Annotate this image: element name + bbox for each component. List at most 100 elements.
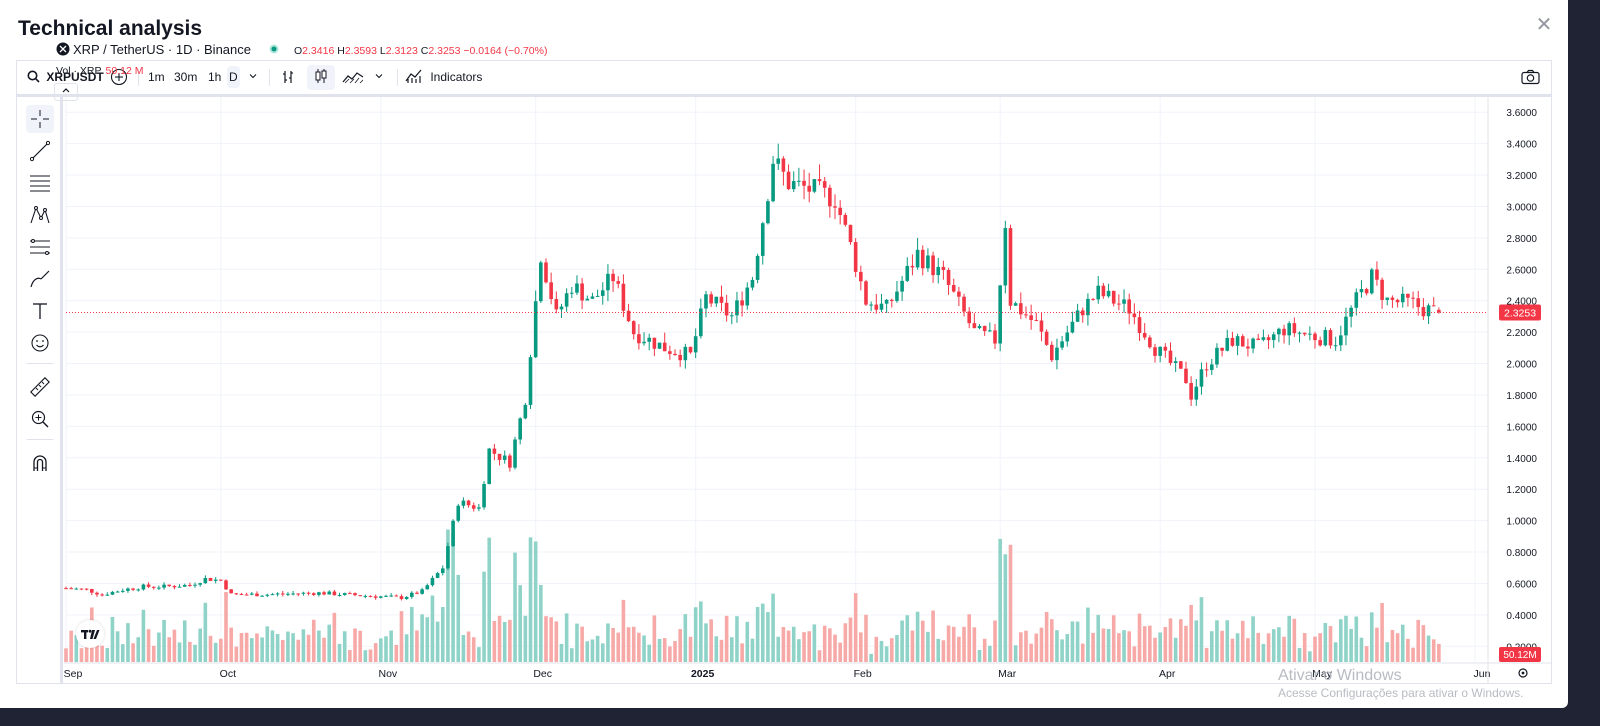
- candle-body: [951, 285, 956, 292]
- candle-body: [1240, 336, 1245, 347]
- volume-bar: [120, 644, 125, 662]
- volume-bar: [363, 650, 368, 662]
- candle-body: [900, 280, 904, 292]
- volume-bar: [1323, 622, 1328, 662]
- candle-body: [1127, 299, 1132, 314]
- volume-bar: [250, 638, 254, 662]
- candle-body: [1421, 307, 1426, 317]
- candle-body: [724, 302, 729, 316]
- volume-bar: [229, 627, 233, 662]
- trend-line-tool[interactable]: [26, 137, 54, 165]
- volume-bar: [1008, 544, 1013, 662]
- candle-body: [203, 577, 208, 584]
- volume-bar: [595, 635, 600, 662]
- area-chart-type-button[interactable]: [342, 61, 364, 94]
- measure-tool[interactable]: [26, 373, 54, 401]
- volume-bar: [1039, 627, 1044, 662]
- candle-body: [848, 224, 853, 243]
- candle-body: [270, 594, 275, 596]
- candle-body: [941, 266, 946, 271]
- candle-body: [1256, 338, 1261, 340]
- candle-body: [926, 255, 930, 269]
- volume-bar: [420, 614, 424, 662]
- candle-body: [399, 596, 404, 600]
- volume-bar: [69, 630, 73, 662]
- high-value: 2.3593: [344, 45, 377, 57]
- volume-bar: [1256, 632, 1261, 662]
- price-chart[interactable]: 3.6000 3.4000 3.2000 3.0000 2.8000 2.6000 2.40…: [0, 0, 1568, 708]
- fib-retracement-tool[interactable]: [26, 169, 54, 197]
- indicators-button[interactable]: Indicators: [405, 61, 482, 94]
- volume-bar: [162, 619, 166, 662]
- volume-bar: [1132, 646, 1137, 662]
- candle-body: [1101, 285, 1106, 297]
- volume-bar: [79, 648, 84, 662]
- interval-1h[interactable]: 1h: [208, 70, 222, 84]
- candle-body: [1266, 337, 1271, 341]
- candle-body: [967, 311, 972, 324]
- candle-body: [647, 337, 652, 342]
- volume-bar: [1111, 615, 1116, 662]
- volume-bar: [750, 638, 755, 662]
- candle-body: [822, 181, 827, 188]
- candle-body: [1261, 337, 1266, 340]
- volume-bar: [1385, 642, 1390, 662]
- candle-body: [1158, 346, 1162, 356]
- volume-bar: [600, 643, 605, 662]
- candles-icon: [315, 69, 327, 83]
- candle-body: [1380, 279, 1384, 300]
- candle-body: [1411, 297, 1415, 299]
- volume-bar: [647, 644, 652, 662]
- candle-body: [425, 585, 430, 590]
- interval-1m[interactable]: 1m: [148, 70, 165, 84]
- interval-d[interactable]: D: [227, 66, 240, 88]
- candle-body: [1246, 346, 1250, 349]
- candle-body: [729, 315, 734, 317]
- candle-body: [1168, 350, 1173, 363]
- screenshot-button[interactable]: [1521, 61, 1540, 94]
- volume-bar: [1251, 616, 1255, 662]
- volume-bar: [131, 643, 135, 662]
- volume-bar: [1044, 611, 1049, 662]
- interval-30m[interactable]: 30m: [174, 70, 198, 84]
- candle-body: [198, 583, 202, 585]
- candle-body: [1003, 228, 1008, 286]
- smiley-icon: [31, 334, 49, 352]
- emoji-tool[interactable]: [26, 329, 54, 357]
- last-volume-label: 50.12M: [1503, 650, 1536, 661]
- chart-type-dropdown[interactable]: [374, 61, 384, 94]
- volume-bar: [828, 628, 832, 662]
- candle-body: [1349, 307, 1353, 317]
- close-icon[interactable]: ✕: [1535, 14, 1553, 36]
- zoom-tool[interactable]: [26, 405, 54, 433]
- last-volume-badge: [1499, 647, 1541, 662]
- volume-bar: [1375, 627, 1379, 662]
- compare-symbol-button[interactable]: [110, 61, 128, 94]
- volume-bar: [368, 649, 373, 662]
- symbol-search-button[interactable]: XRPUSDT: [27, 61, 104, 94]
- interval-dropdown[interactable]: [248, 61, 258, 94]
- volume-bar: [900, 620, 904, 662]
- candle-body: [151, 586, 156, 588]
- candle-body: [719, 296, 724, 303]
- volume-bar: [1282, 636, 1286, 662]
- candle-body: [502, 455, 507, 460]
- volume-bar: [626, 627, 631, 662]
- collapse-legend-button[interactable]: [54, 83, 78, 101]
- crosshair-tool[interactable]: [26, 105, 54, 133]
- volume-bar: [864, 614, 868, 662]
- text-tool[interactable]: [26, 297, 54, 325]
- tradingview-logo[interactable]: [76, 620, 104, 648]
- candle-body: [182, 584, 187, 587]
- chart-settings-icon[interactable]: [1518, 668, 1528, 678]
- bar-chart-type-button[interactable]: [280, 61, 296, 94]
- candle-body: [291, 593, 295, 595]
- pattern-tool[interactable]: [26, 201, 54, 229]
- candles-chart-type-button[interactable]: [307, 65, 335, 90]
- brush-tool[interactable]: [26, 265, 54, 293]
- volume-bar: [962, 626, 966, 662]
- volume-bar: [461, 634, 466, 662]
- forecast-tool[interactable]: [26, 233, 54, 261]
- magnet-tool[interactable]: [26, 449, 54, 477]
- volume-bar: [399, 611, 404, 662]
